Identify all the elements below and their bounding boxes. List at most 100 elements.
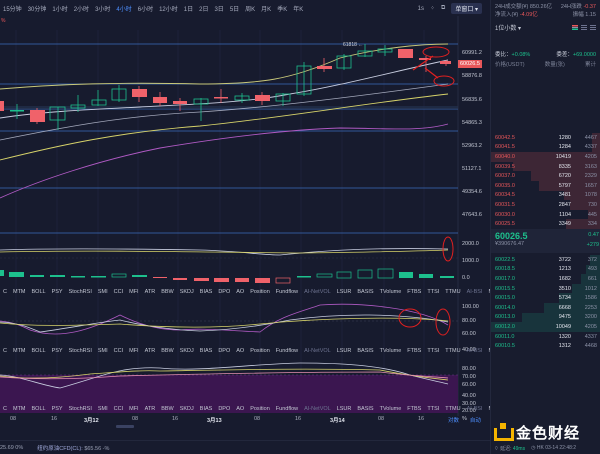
timeframe-tab[interactable]: 4小时	[116, 6, 132, 13]
indicator-tab[interactable]: AO	[236, 289, 245, 295]
indicator-tab[interactable]: TTSI	[427, 406, 440, 412]
bid-row[interactable]: 60011.0 1320 4337	[491, 332, 600, 342]
bid-row[interactable]: 60017.0 1682 661	[491, 274, 600, 284]
indicator-tab[interactable]: StochRSI	[68, 289, 92, 295]
indicator-tab[interactable]: TTMU	[445, 406, 461, 412]
indicator-tab[interactable]: AI-BSI	[466, 289, 483, 295]
indicator-tab[interactable]: SMI	[97, 406, 108, 412]
timeframe-tab[interactable]: 15分钟	[3, 6, 22, 13]
indicator-tab[interactable]: LSUR	[336, 289, 352, 295]
indicator-tab[interactable]: ATR	[144, 348, 156, 354]
timeframe-tab[interactable]: 2日	[199, 6, 209, 13]
timeframe-tab[interactable]: 5日	[229, 6, 240, 13]
time-scroll-handle[interactable]	[116, 425, 134, 428]
indicator-tab[interactable]: BIAS	[199, 406, 213, 412]
ask-row[interactable]: 60034.5 3481 1078	[491, 190, 600, 201]
indicator-tab[interactable]: DPO	[218, 406, 231, 412]
indicator-tab[interactable]: LSUR	[336, 348, 352, 354]
indicator-tab[interactable]: C	[3, 348, 7, 354]
timeframe-tab[interactable]: 1日	[183, 6, 194, 13]
chart-canvas[interactable]: 61818 ←	[0, 16, 490, 416]
indicator-tab[interactable]: Position	[250, 289, 270, 295]
indicator-tab[interactable]: BOLL	[31, 289, 46, 295]
layout-grid-icon[interactable]: ⁘	[429, 6, 436, 12]
timeframe-tab[interactable]: 30分钟	[27, 6, 47, 13]
indicator-tab[interactable]: MTM	[12, 406, 26, 412]
indicator-tab[interactable]: CCI	[113, 289, 124, 295]
indicator-tab[interactable]: LSUR	[336, 406, 352, 412]
percent-scale-button[interactable]: %	[462, 416, 467, 422]
indicator-tab[interactable]: BIAS	[199, 289, 213, 295]
indicator-tab[interactable]: MTM	[12, 289, 26, 295]
indicator-tab[interactable]: Fundflow	[275, 289, 299, 295]
indicator-tab[interactable]: BBW	[161, 348, 174, 354]
bid-row[interactable]: 60018.5 1213 493	[491, 264, 600, 275]
indicator-tab[interactable]: TTSI	[427, 289, 440, 295]
indicator-tab[interactable]: StochRSI	[68, 406, 92, 412]
log-scale-button[interactable]: 对数	[448, 418, 460, 424]
ask-row[interactable]: 60042.5 1280 4467	[491, 133, 600, 143]
timeframe-tab[interactable]: 3小时	[95, 6, 111, 13]
indicator-tab[interactable]: TVolume	[379, 348, 402, 354]
timeframe-tab[interactable]: 周K	[245, 6, 256, 13]
indicator-tab[interactable]: AO	[236, 406, 245, 412]
indicator-tab[interactable]: TTMU	[445, 289, 461, 295]
bid-row[interactable]: 60014.0 6668 2253	[491, 302, 600, 313]
window-select[interactable]: 单窗口 ▾	[451, 3, 482, 14]
interval-label[interactable]: 1s	[417, 5, 424, 12]
cfd-label[interactable]: 纽约原油CFD(CL):	[37, 445, 83, 452]
ask-row[interactable]: 60035.0 5797 1657	[491, 180, 600, 191]
timeframe-tab[interactable]: 季K	[277, 6, 288, 13]
indicator-tab[interactable]: DPO	[218, 289, 231, 295]
chart-area[interactable]: 15分钟 30分钟 1小时 2小时 3小时 4小时 6小时 12小时 1日 2日 3日 5日 周K 月K 季…	[0, 0, 500, 454]
indicator-tab[interactable]: DPO	[218, 348, 231, 354]
indicator-tab[interactable]: Position	[250, 348, 270, 354]
bid-row[interactable]: 60013.0 9475 3200	[491, 312, 600, 323]
indicator-tab[interactable]: SMI	[97, 348, 108, 354]
ask-row[interactable]: 60039.5 8335 3163	[491, 161, 600, 172]
indicator-tab[interactable]: PSY	[51, 348, 63, 354]
indicator-tab[interactable]: SMI	[97, 289, 108, 295]
ask-row[interactable]: 60041.5 1284 4337	[491, 142, 600, 153]
both-sides-view-icon[interactable]	[572, 24, 578, 30]
auto-scale-button[interactable]: 自动	[469, 418, 481, 424]
indicator-tab[interactable]: AI-NetVOL	[304, 289, 331, 295]
indicator-tab[interactable]: SKDJ	[179, 406, 194, 412]
screenshot-icon[interactable]: ⧉	[441, 5, 446, 11]
indicator-tab[interactable]: BBW	[161, 406, 174, 412]
timeframe-tab[interactable]: 2小时	[73, 6, 90, 13]
indicator-tab[interactable]: AI-BSI	[466, 406, 483, 412]
indicator-tab[interactable]: AI-BSI	[466, 348, 483, 354]
timeframe-tab[interactable]: 3日	[214, 6, 224, 13]
indicator-tab[interactable]: BASIS	[357, 406, 374, 412]
ask-row[interactable]: 60031.5 2847 730	[491, 200, 600, 210]
indicator-tab[interactable]: SKDJ	[179, 289, 194, 295]
indicator-tab[interactable]: MTM	[12, 348, 26, 354]
indicator-tab[interactable]: SKDJ	[179, 348, 194, 354]
indicator-tab[interactable]: BOLL	[31, 406, 46, 412]
indicator-tab[interactable]: ATR	[144, 406, 156, 412]
indicator-tab[interactable]: Fundflow	[275, 348, 299, 354]
ask-row[interactable]: 60030.0 1104 445	[491, 209, 600, 220]
indicator-tab[interactable]: FTBS	[407, 289, 422, 295]
bid-row[interactable]: 60012.0 10049 4205	[491, 322, 600, 332]
indicator-tab[interactable]: FTBS	[407, 406, 422, 412]
indicator-tab[interactable]: Position	[250, 406, 270, 412]
indicator-tab[interactable]: AI-NetVOL	[304, 348, 331, 354]
indicator-tab[interactable]: CCI	[113, 348, 124, 354]
timeframe-tab[interactable]: 月K	[261, 6, 272, 13]
mid-price-row[interactable]: 60026.5 ¥390676.47 0.47 +279	[491, 229, 600, 253]
timeframe-tab[interactable]: 12小时	[159, 6, 178, 13]
bid-row[interactable]: 60022.5 3722 372	[491, 255, 600, 265]
ask-row[interactable]: 60037.0 6720 2329	[491, 171, 600, 181]
ask-row[interactable]: 60025.5 3349 334	[491, 219, 600, 229]
timeframe-tab[interactable]: 6小时	[137, 6, 154, 13]
indicator-tab[interactable]: MFI	[129, 289, 139, 295]
indicator-tab[interactable]: AO	[236, 348, 245, 354]
ask-row[interactable]: 60040.0 10419 4205	[491, 152, 600, 162]
bid-row[interactable]: 60015.0 5734 1586	[491, 293, 600, 303]
timeframe-tab[interactable]: 年K	[293, 6, 304, 13]
indicator-tab[interactable]: TTMU	[445, 348, 461, 354]
indicator-tab[interactable]: TTSI	[427, 348, 440, 354]
indicator-tab[interactable]: TVolume	[379, 406, 402, 412]
